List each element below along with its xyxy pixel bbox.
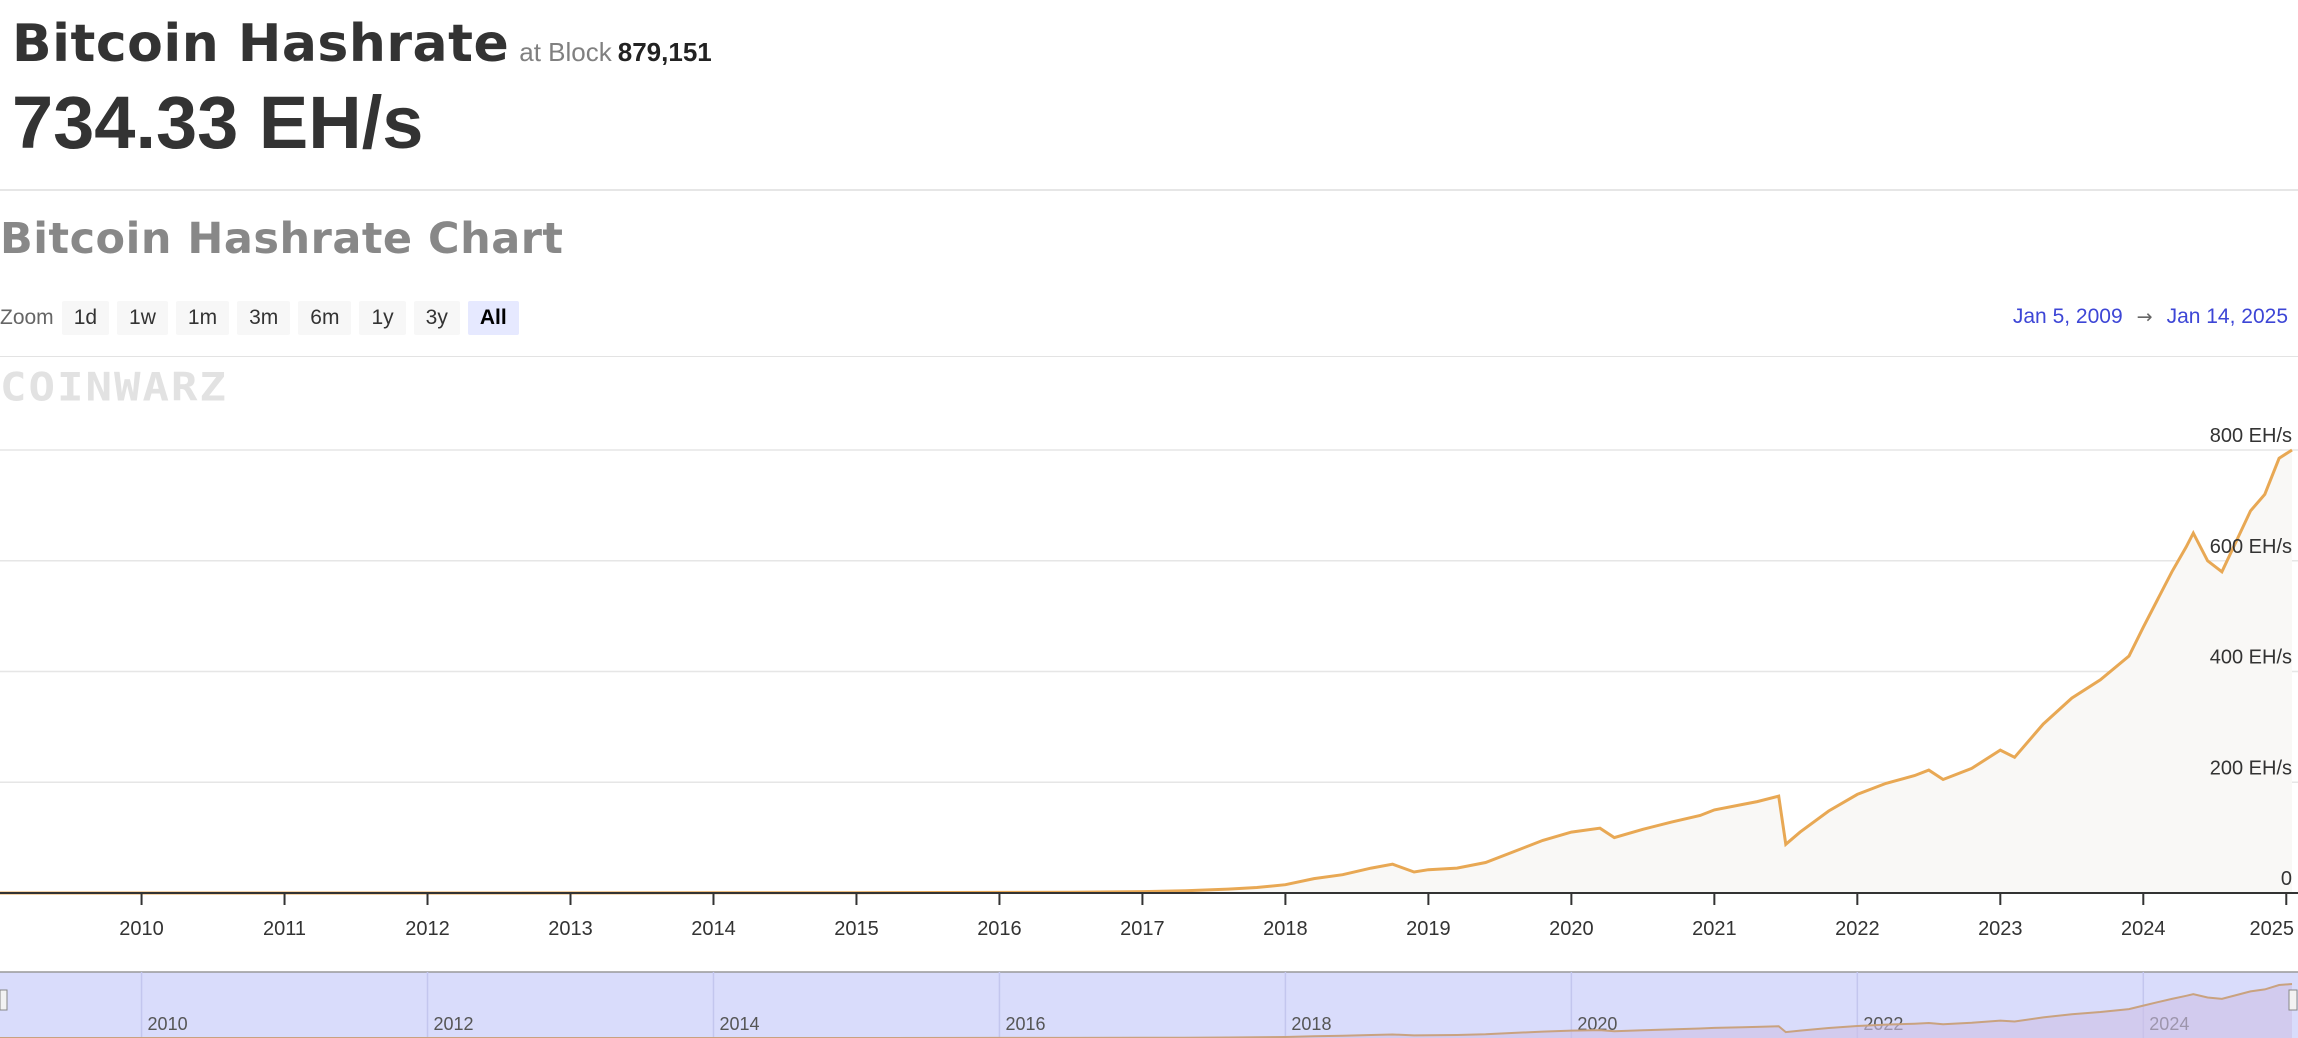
- zoom-3y-button[interactable]: 3y: [413, 301, 460, 335]
- block-prefix: at Block: [519, 37, 612, 67]
- x-tick-label: 2014: [691, 918, 736, 940]
- range-arrow-icon: →: [2136, 306, 2153, 328]
- zoom-bar: Zoom 1d 1w 1m 3m 6m 1y 3y All: [0, 301, 527, 335]
- y-tick-label: 200 EH/s: [2210, 757, 2292, 779]
- x-tick-label: 2020: [1549, 918, 1594, 940]
- hashrate-area: [0, 450, 2292, 893]
- y-tick-label: 600 EH/s: [2210, 536, 2292, 558]
- header-divider: [0, 189, 2298, 191]
- x-tick-label: 2021: [1692, 918, 1737, 940]
- y-tick-label: 800 EH/s: [2210, 425, 2292, 447]
- zoom-3m-button[interactable]: 3m: [237, 301, 291, 335]
- range-end[interactable]: Jan 14, 2025: [2166, 305, 2288, 328]
- zoom-1m-button[interactable]: 1m: [175, 301, 230, 335]
- navigator-right-handle[interactable]: [2288, 989, 2298, 1011]
- navigator-left-handle[interactable]: [0, 989, 8, 1011]
- x-tick-label: 2010: [119, 918, 164, 940]
- header: Bitcoin Hashrate at Block 879,151 734.33…: [12, 14, 712, 163]
- zoom-6m-button[interactable]: 6m: [298, 301, 352, 335]
- date-range: Jan 5, 2009 → Jan 14, 2025: [2013, 305, 2288, 329]
- zoom-1d-button[interactable]: 1d: [61, 301, 110, 335]
- block-number: 879,151: [617, 37, 712, 67]
- navigator-label: 2020: [1577, 1014, 1617, 1034]
- navigator-label: 2012: [434, 1014, 474, 1034]
- x-tick-label: 2018: [1263, 918, 1308, 940]
- zoom-1w-button[interactable]: 1w: [117, 301, 168, 335]
- y-tick-label: 400 EH/s: [2210, 647, 2292, 669]
- x-tick-label: 2013: [548, 918, 593, 940]
- navigator-line: [0, 983, 2293, 1038]
- zoom-label: Zoom: [0, 306, 54, 329]
- navigator-label: 2010: [148, 1014, 188, 1034]
- zoom-1y-button[interactable]: 1y: [359, 301, 406, 335]
- page-title: Bitcoin Hashrate: [12, 14, 510, 74]
- navigator-label: 2018: [1291, 1014, 1331, 1034]
- x-tick-label: 2017: [1120, 918, 1165, 940]
- navigator-label: 2014: [719, 1014, 759, 1034]
- x-axis-ticks: 2010 2011 2012 2013 2014 2015 2016 2017 2018 2019…: [119, 893, 2294, 940]
- title-row: Bitcoin Hashrate at Block 879,151: [12, 14, 712, 74]
- y-axis-labels: 0 200 EH/s 400 EH/s 600 EH/s 800 EH/s: [2210, 425, 2292, 890]
- x-tick-label: 2023: [1978, 918, 2023, 940]
- current-hashrate: 734.33 EH/s: [12, 81, 424, 164]
- range-start[interactable]: Jan 5, 2009: [2012, 305, 2123, 328]
- grid-lines: [0, 449, 2298, 783]
- navigator-area: [0, 984, 2292, 1038]
- x-tick-label: 2024: [2121, 918, 2166, 940]
- x-tick-label: 2016: [977, 918, 1022, 940]
- x-tick-label: 2015: [834, 918, 879, 940]
- x-tick-label: 2019: [1406, 918, 1451, 940]
- y-tick-label: 0: [2281, 868, 2292, 890]
- navigator: 20102012201420162018202020222024: [0, 971, 2298, 1038]
- coinwarz-watermark-logo: COINWARZ: [0, 364, 228, 411]
- chart-top-divider: [0, 356, 2298, 357]
- zoom-all-button[interactable]: All: [467, 301, 519, 335]
- navigator-label: 2016: [1005, 1014, 1045, 1034]
- x-tick-label: 2022: [1835, 918, 1880, 940]
- x-tick-label: 2025: [2250, 918, 2295, 940]
- x-tick-label: 2012: [405, 918, 450, 940]
- hashrate-line: [0, 448, 2293, 895]
- x-tick-label: 2011: [263, 918, 306, 940]
- chart-heading: Bitcoin Hashrate Chart: [0, 214, 564, 264]
